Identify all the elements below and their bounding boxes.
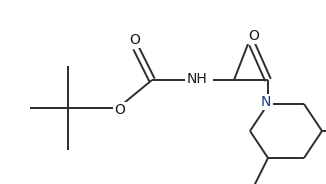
- Text: O: O: [114, 103, 126, 117]
- Text: N: N: [261, 95, 271, 109]
- Text: O: O: [129, 33, 141, 47]
- Text: NH: NH: [186, 72, 207, 86]
- Text: O: O: [248, 29, 259, 43]
